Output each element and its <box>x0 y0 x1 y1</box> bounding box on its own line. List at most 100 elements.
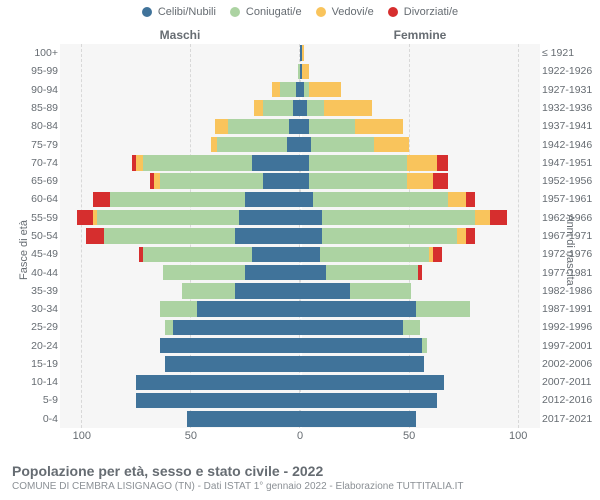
seg-widowed <box>407 173 433 188</box>
seg-single <box>187 411 300 426</box>
seg-married <box>322 228 457 243</box>
seg-single <box>300 356 424 371</box>
bar-female <box>300 411 600 426</box>
seg-married <box>311 137 374 152</box>
bar-female <box>300 210 600 225</box>
pyramid-row <box>60 373 540 391</box>
seg-married <box>416 301 471 316</box>
legend-label: Celibi/Nubili <box>158 6 216 18</box>
seg-widowed <box>254 100 263 115</box>
pyramid-row <box>60 300 540 318</box>
seg-married <box>403 320 420 335</box>
x-tick: 100 <box>509 430 527 442</box>
seg-married <box>422 338 426 353</box>
seg-divorced <box>490 210 507 225</box>
seg-widowed <box>215 119 228 134</box>
pyramid-row <box>60 117 540 135</box>
seg-married <box>307 100 324 115</box>
legend-label: Divorziati/e <box>404 6 458 18</box>
legend-swatch <box>316 7 326 17</box>
seg-married <box>217 137 287 152</box>
seg-married <box>322 210 475 225</box>
bar-male <box>0 320 300 335</box>
pyramid-row <box>60 282 540 300</box>
pyramid-row <box>60 318 540 336</box>
bar-female <box>300 283 600 298</box>
seg-single <box>300 301 416 316</box>
seg-divorced <box>433 173 448 188</box>
seg-single <box>252 155 300 170</box>
seg-single <box>300 393 437 408</box>
pyramid-row <box>60 263 540 281</box>
seg-widowed <box>302 64 309 79</box>
seg-married <box>309 119 355 134</box>
bar-female <box>300 356 600 371</box>
bar-male <box>0 301 300 316</box>
seg-single <box>300 228 322 243</box>
bar-female <box>300 192 600 207</box>
seg-single <box>235 283 300 298</box>
bar-male <box>0 137 300 152</box>
bar-male <box>0 283 300 298</box>
seg-married <box>309 155 407 170</box>
bar-male <box>0 192 300 207</box>
seg-widowed <box>324 100 372 115</box>
bar-female <box>300 320 600 335</box>
seg-widowed <box>302 45 304 60</box>
pyramid-row <box>60 227 540 245</box>
bar-female <box>300 338 600 353</box>
seg-single <box>300 192 313 207</box>
seg-single <box>235 228 300 243</box>
seg-married <box>326 265 418 280</box>
seg-married <box>228 119 289 134</box>
seg-married <box>350 283 411 298</box>
seg-single <box>245 265 300 280</box>
seg-widowed <box>457 228 466 243</box>
bar-female <box>300 228 600 243</box>
pyramid-row <box>60 135 540 153</box>
pyramid-row <box>60 154 540 172</box>
bar-male <box>0 173 300 188</box>
bar-female <box>300 82 600 97</box>
chart-container: Celibi/Nubili Coniugati/e Vedovi/e Divorzia… <box>0 0 600 500</box>
pyramid-row <box>60 391 540 409</box>
seg-single <box>300 247 320 262</box>
seg-divorced <box>437 155 448 170</box>
seg-single <box>165 356 300 371</box>
seg-single <box>300 283 350 298</box>
seg-married <box>182 283 234 298</box>
label-female: Femmine <box>300 28 540 42</box>
seg-single <box>300 173 309 188</box>
legend-item: Coniugati/e <box>230 6 302 18</box>
legend-item: Vedovi/e <box>316 6 374 18</box>
pyramid-row <box>60 245 540 263</box>
seg-married <box>263 100 294 115</box>
seg-married <box>160 301 197 316</box>
bar-female <box>300 247 600 262</box>
pyramid-row <box>60 81 540 99</box>
pyramid-row <box>60 44 540 62</box>
bar-male <box>0 119 300 134</box>
bar-male <box>0 247 300 262</box>
footer: Popolazione per età, sesso e stato civil… <box>12 463 464 492</box>
bar-male <box>0 356 300 371</box>
pyramid-row <box>60 410 540 428</box>
bar-male <box>0 100 300 115</box>
pyramid-row <box>60 99 540 117</box>
seg-divorced <box>86 228 103 243</box>
seg-divorced <box>466 192 475 207</box>
x-tick: 100 <box>73 430 91 442</box>
legend-item: Divorziati/e <box>388 6 458 18</box>
seg-single <box>289 119 300 134</box>
seg-married <box>104 228 235 243</box>
seg-married <box>280 82 295 97</box>
seg-single <box>300 320 403 335</box>
bar-female <box>300 155 600 170</box>
pyramid-row <box>60 172 540 190</box>
seg-divorced <box>466 228 475 243</box>
bar-male <box>0 82 300 97</box>
bar-male <box>0 265 300 280</box>
seg-single <box>160 338 300 353</box>
seg-single <box>300 155 309 170</box>
seg-single <box>136 375 300 390</box>
